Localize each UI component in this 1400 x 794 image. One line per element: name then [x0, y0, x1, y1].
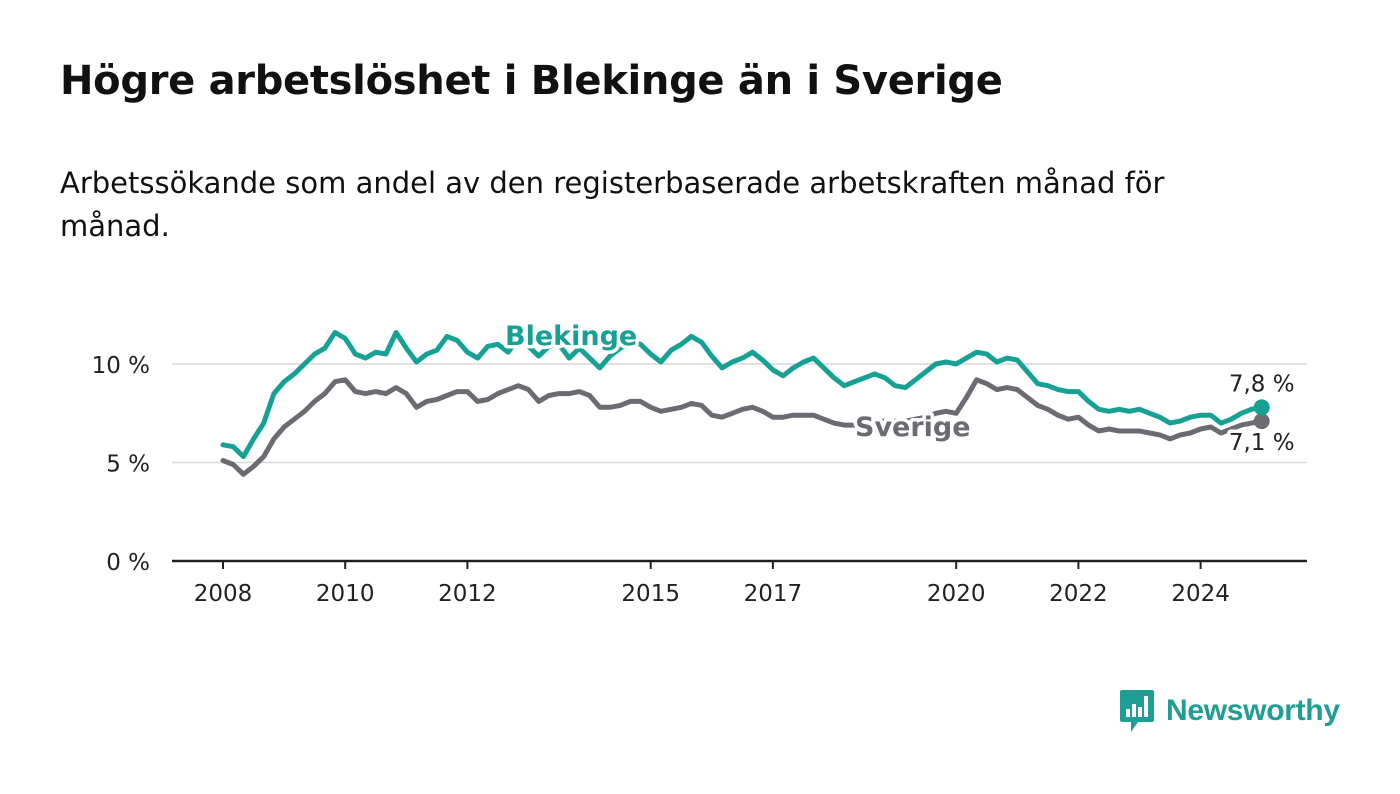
series-name-label-sverige: Sverige: [855, 412, 971, 443]
x-tick-label: 2022: [1049, 581, 1108, 607]
y-tick-label: 5 %: [106, 452, 150, 478]
y-axis-tick-labels: 0 % 5 % 10 %: [92, 353, 150, 576]
series-end-point-blekinge: [1253, 399, 1270, 416]
x-axis-tick-labels: 2008 2010 2012 2015 2017 2020 2022 2024: [194, 561, 1230, 607]
series-name-label-blekinge: Blekinge: [505, 321, 637, 352]
x-tick-label: 2015: [621, 581, 680, 607]
brand-logo[interactable]: Newsworthy: [1118, 688, 1340, 734]
newsworthy-logo-icon: [1120, 690, 1154, 732]
x-tick-label: 2010: [316, 581, 375, 607]
series-line-blekinge: [220, 330, 1265, 460]
x-tick-label: 2020: [927, 581, 986, 607]
y-tick-label: 10 %: [92, 353, 150, 379]
brand-name: Newsworthy: [1166, 694, 1340, 727]
series-end-point-sverige: [1253, 413, 1270, 430]
end-value-label-blekinge: 7,8 %: [1229, 371, 1295, 397]
x-tick-label: 2017: [744, 581, 803, 607]
x-tick-label: 2012: [438, 581, 497, 607]
x-tick-label: 2024: [1171, 581, 1230, 607]
series-line-sverige: [220, 377, 1265, 477]
series-labels: Blekinge 7,8 % Sverige 7,1 %: [502, 318, 1299, 460]
end-value-label-sverige: 7,1 %: [1229, 430, 1295, 456]
series-lines: [220, 330, 1270, 477]
grid-lines: [172, 363, 1307, 464]
x-tick-label: 2008: [194, 581, 253, 607]
chart-subtitle: Arbetssökande som andel av den registerb…: [60, 166, 1165, 243]
y-tick-label: 0 %: [106, 550, 150, 576]
chart-title: Högre arbetslöshet i Blekinge än i Sveri…: [60, 58, 1003, 104]
